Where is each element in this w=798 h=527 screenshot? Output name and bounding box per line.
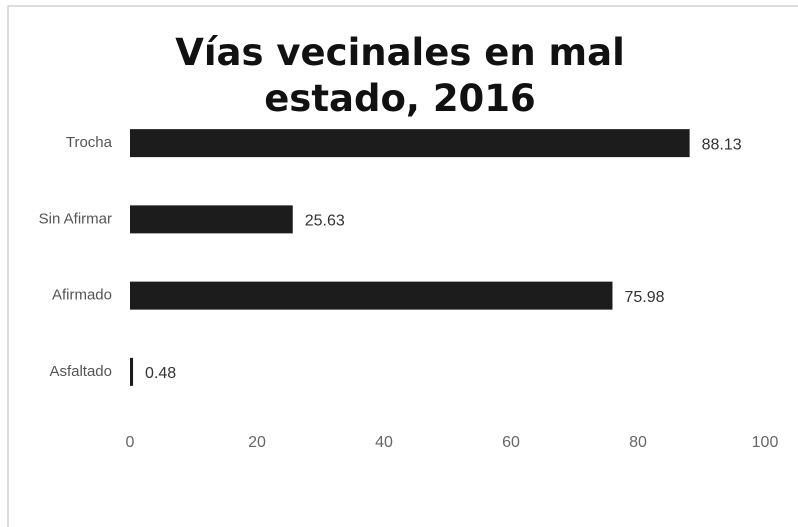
x-tick-label: 0 xyxy=(126,434,135,451)
bar xyxy=(130,205,293,234)
bar xyxy=(130,357,134,386)
x-tick-label: 20 xyxy=(248,434,266,451)
x-tick-label: 100 xyxy=(752,434,779,451)
y-tick-label: Afirmado xyxy=(52,287,112,304)
value-label: 88.13 xyxy=(702,136,742,153)
x-tick-label: 80 xyxy=(629,434,647,451)
bar xyxy=(130,129,690,158)
value-label: 25.63 xyxy=(305,213,345,230)
value-label: 0.48 xyxy=(145,365,176,382)
x-tick-label: 60 xyxy=(502,434,520,451)
frame xyxy=(7,5,798,527)
y-tick-label: Asfaltado xyxy=(49,363,112,380)
chart-title: Vías vecinales en mal estado, 2016 xyxy=(175,31,625,120)
y-tick-label: Sin Afirmar xyxy=(39,210,112,227)
x-tick-label: 40 xyxy=(375,434,393,451)
bar xyxy=(130,281,613,310)
y-tick-label: Trocha xyxy=(66,134,113,151)
value-label: 75.98 xyxy=(624,289,664,306)
